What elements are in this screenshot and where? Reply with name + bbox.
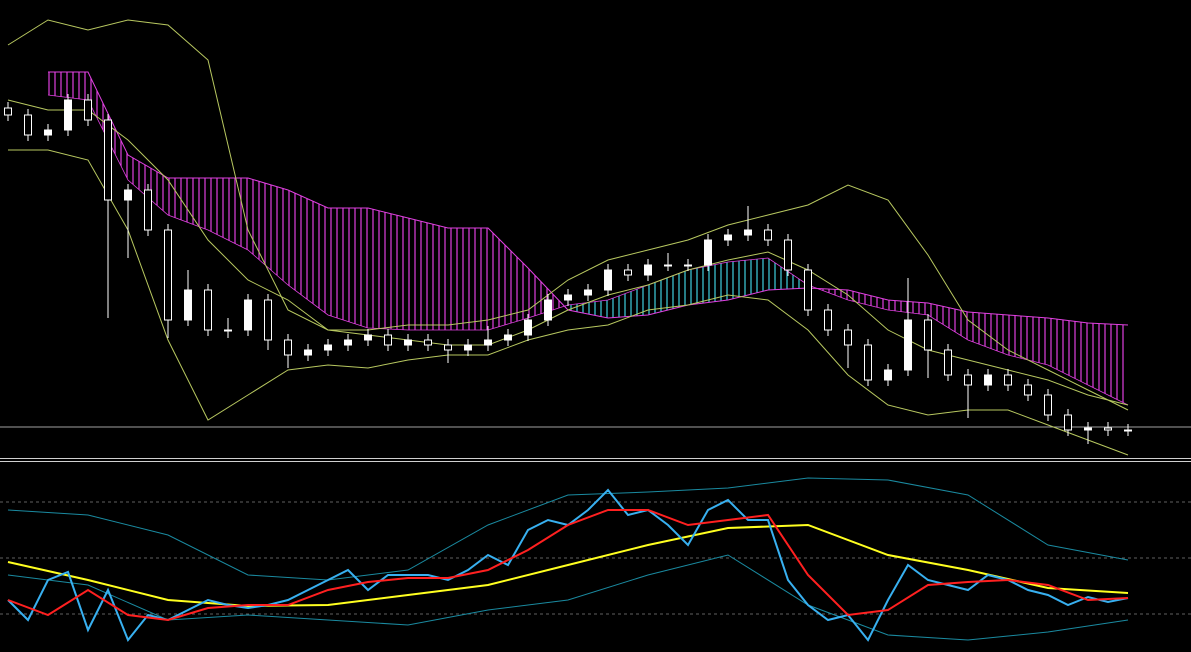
candle-body — [1044, 394, 1052, 416]
candle-body — [864, 344, 872, 381]
candle-body — [264, 299, 272, 341]
series-line — [7, 523, 1129, 608]
candle-body — [104, 119, 112, 201]
cloud-segment — [368, 208, 408, 330]
candle-body — [664, 264, 672, 267]
candle-body — [124, 189, 132, 201]
candle-body — [344, 339, 352, 346]
candle-body — [824, 309, 832, 331]
cloud-segment — [688, 262, 728, 305]
candle-body — [304, 349, 312, 356]
cloud-segment — [928, 303, 968, 340]
series-line — [7, 554, 1129, 641]
candle-body — [924, 319, 932, 351]
candle-body — [524, 319, 532, 336]
candle-body — [204, 289, 212, 331]
cloud-span-b — [48, 71, 1129, 326]
band-lower — [8, 149, 1129, 456]
candle-body — [184, 289, 192, 321]
candle-body — [744, 229, 752, 236]
candle-body — [784, 239, 792, 271]
candle-body — [704, 239, 712, 266]
cloud-segment — [288, 190, 328, 315]
candle-body — [904, 319, 912, 371]
cloud-segment — [1048, 318, 1088, 385]
candle-body — [884, 369, 892, 381]
candle-body — [804, 269, 812, 311]
candle-body — [544, 299, 552, 321]
candle-body — [464, 344, 472, 351]
candle-body — [244, 299, 252, 331]
candle-body — [1004, 374, 1012, 386]
candle-body — [484, 339, 492, 346]
candle-body — [1104, 427, 1112, 431]
candle-body — [504, 334, 512, 341]
candle-body — [224, 329, 232, 332]
candle-body — [964, 374, 972, 386]
candle-body — [724, 234, 732, 241]
candle-body — [424, 339, 432, 346]
candle-body — [984, 374, 992, 386]
candle-body — [284, 339, 292, 356]
candle-body — [844, 329, 852, 346]
cloud-segment — [968, 312, 1008, 355]
candle-body — [404, 339, 412, 346]
candle-body — [684, 264, 692, 267]
candle-body — [144, 189, 152, 231]
cloud-segment — [528, 268, 568, 318]
cloud-segment — [448, 228, 488, 330]
cloud-segment — [728, 258, 768, 300]
cloud-segment — [608, 285, 648, 318]
candle-body — [1124, 429, 1132, 432]
cloud-segment — [1008, 315, 1048, 365]
candle-body — [564, 294, 572, 301]
candle-body — [364, 334, 372, 341]
candle-body — [164, 229, 172, 321]
candle-body — [64, 99, 72, 131]
series-line — [7, 509, 1129, 622]
candle-body — [624, 269, 632, 276]
cloud-segment — [208, 178, 248, 250]
candle-body — [84, 99, 92, 121]
candle-body — [764, 229, 772, 241]
cloud-segment — [168, 178, 208, 230]
cloud-segment — [568, 300, 608, 318]
candle-body — [584, 289, 592, 296]
series-line — [7, 477, 1129, 581]
cloud-segment — [408, 218, 448, 330]
candle-body — [44, 129, 52, 136]
candle-body — [944, 349, 952, 376]
cloud-segment — [488, 228, 528, 330]
candle-body — [604, 269, 612, 291]
candle-body — [384, 334, 392, 346]
candle-body — [324, 344, 332, 351]
candle-body — [1084, 427, 1092, 431]
candle-body — [1064, 414, 1072, 431]
candle-body — [444, 344, 452, 351]
candle-body — [1024, 384, 1032, 396]
band-upper — [7, 19, 1129, 411]
cloud-segment — [48, 72, 88, 100]
cloud-segment — [848, 290, 888, 310]
candle-body — [4, 107, 12, 116]
band-middle — [7, 99, 1129, 406]
candle-body — [644, 264, 652, 276]
cloud-segment — [328, 208, 368, 328]
cloud-segment — [1088, 323, 1128, 405]
candle-body — [24, 114, 32, 136]
